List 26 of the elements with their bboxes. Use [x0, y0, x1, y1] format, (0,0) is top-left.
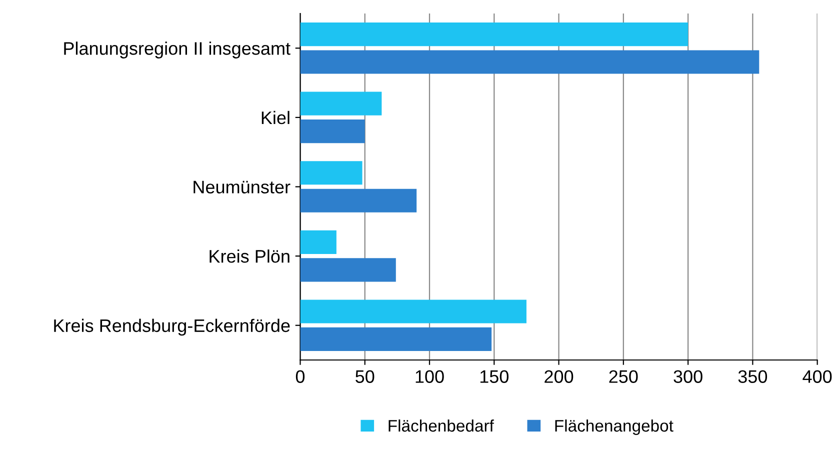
bar	[300, 161, 362, 185]
x-tick-label: 300	[674, 370, 702, 383]
bar	[300, 50, 760, 74]
bar	[300, 327, 492, 351]
y-tick-label: Neumünster	[194, 180, 290, 194]
bar	[300, 300, 526, 324]
x-tick-label: 0	[296, 370, 305, 383]
legend-label: Flächenangebot	[555, 419, 674, 435]
bar	[300, 258, 396, 282]
y-tick-label: Kreis Rendsburg-Eckernförde	[54, 318, 290, 336]
x-tick-label: 100	[416, 370, 444, 383]
bar	[300, 120, 365, 144]
bar	[300, 230, 336, 254]
bar	[300, 92, 382, 116]
bar	[300, 22, 688, 46]
legend-label: Flächenbedarf	[388, 419, 494, 432]
x-tick-label: 400	[802, 370, 832, 383]
x-tick-label: 200	[544, 370, 574, 383]
x-tick-label: 350	[738, 370, 768, 383]
y-tick-label: Kiel	[262, 110, 290, 124]
bar	[300, 188, 417, 212]
y-tick-label: Kreis Plön	[210, 250, 290, 263]
x-tick-label: 150	[480, 370, 509, 383]
x-tick-label: 250	[609, 370, 638, 383]
y-tick-label: Planungsregion II insgesamt	[64, 42, 290, 58]
x-tick-label: 50	[356, 370, 374, 383]
